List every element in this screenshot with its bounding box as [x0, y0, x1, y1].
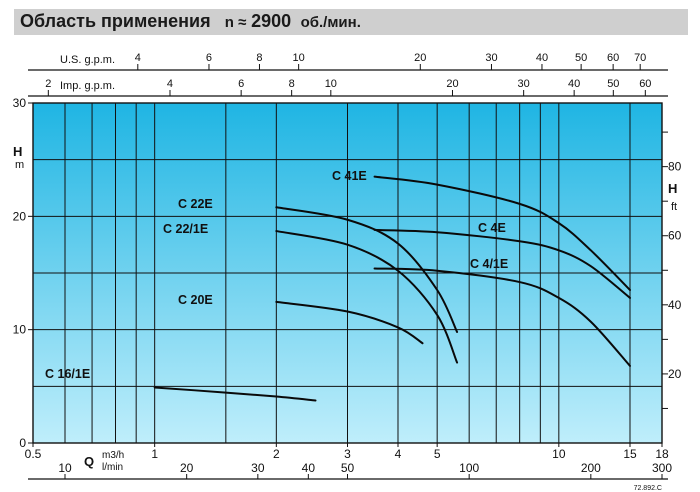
top-axes: U.S. g.p.m. 4 6 8 10 20 30 40 50 60 70 Imp. g.p.m. 2… [28, 52, 668, 97]
curve-c-16-1e [153, 386, 317, 402]
x-m3h-tick-label: 10 [552, 447, 566, 461]
y-ft-tick-label: 20 [668, 367, 682, 381]
top-axis-tick-label: 40 [536, 52, 548, 64]
y-ft-tick-label: 80 [668, 160, 682, 174]
curve-c-22-1e [275, 230, 459, 364]
top-axis-tick-label: 4 [167, 78, 173, 90]
top-axis-tick-label: 4 [135, 52, 141, 64]
top-axis-tick-label: 8 [256, 52, 262, 64]
figure-code: 72.892.C [634, 485, 662, 492]
curve-c-20e [275, 300, 424, 345]
curve-label: C 4/1E [470, 257, 508, 271]
grid [32, 102, 663, 444]
top-axis-tick-label: 60 [607, 52, 619, 64]
x-lmin-tick-label: 30 [251, 461, 265, 475]
chart-title: Область применения [20, 11, 211, 31]
x-lmin-tick-label: 20 [180, 461, 194, 475]
x-lmin-tick-label: 300 [652, 461, 672, 475]
top-axis-tick-label: 60 [639, 78, 651, 90]
x-m3h-tick-label: 4 [395, 447, 402, 461]
axes: 0 10 20 30 Hm 20 40 60 80 Hft 0.5 1 2 3 4 5 10 15 18 Q m3/hl… [13, 96, 682, 492]
speed-unit: об./мин. [300, 14, 361, 31]
y-ft-tick-label: 40 [668, 298, 682, 312]
top-axis-tick-label: 8 [289, 78, 295, 90]
curve-labels: C 16/1E C 20E C 22/1E C 22E C 41E C 4E C 4/1E [45, 169, 508, 381]
top-axis-tick-label: 70 [634, 52, 646, 64]
top-axis-tick-label: 30 [518, 78, 530, 90]
y-m-tick-label: 0 [19, 436, 26, 450]
x-lmin-label: l/min [102, 462, 123, 473]
x-m3h-tick-label: 2 [273, 447, 280, 461]
x-m3h-tick-label: 5 [434, 447, 441, 461]
y-ft-tick-label: 60 [668, 229, 682, 243]
curve-c-4e [373, 228, 631, 299]
x-m3h-tick-label: 0.5 [25, 447, 42, 461]
chart-header-bar: Область применения n ≈ 2900 об./мин. [14, 9, 688, 35]
top-axis-tick-label: 20 [446, 78, 458, 90]
y-m-label: H [13, 144, 22, 159]
y-m-tick-label: 10 [13, 323, 27, 337]
y-ft-label: H [668, 181, 677, 196]
top-axis-tick-label: 20 [414, 52, 426, 64]
x-lmin-tick-label: 200 [581, 461, 601, 475]
top-axis-tick-label: 6 [238, 78, 244, 90]
curve-label: C 41E [332, 169, 367, 183]
speed-prefix: n ≈ [224, 14, 247, 31]
top-axis-tick-label: 50 [575, 52, 587, 64]
x-lmin-tick-label: 40 [302, 461, 316, 475]
x-m3h-tick-label: 1 [151, 447, 158, 461]
x-lmin-tick-label: 100 [459, 461, 479, 475]
x-m3h-label: m3/h [102, 450, 124, 461]
top-axis-label-1: Imp. g.p.m. [60, 80, 115, 92]
x-m3h-tick-label: 15 [623, 447, 637, 461]
top-axis-tick-label: 2 [45, 78, 51, 90]
y-m-tick-label: 20 [13, 209, 27, 223]
curve-c-22e [275, 206, 459, 333]
curve-label: C 4E [478, 221, 506, 235]
chart-header: Область применения n ≈ 2900 об./мин. [20, 11, 361, 32]
x-m3h-tick-label: 3 [344, 447, 351, 461]
top-axis-tick-label: 6 [206, 52, 212, 64]
top-axis-tick-label: 40 [568, 78, 580, 90]
y-ft-unit: ft [671, 201, 677, 213]
top-axis-tick-label: 10 [293, 52, 305, 64]
y-m-tick-label: 30 [13, 96, 27, 110]
speed-value: 2900 [251, 11, 292, 31]
x-lmin-tick-label: 10 [58, 461, 72, 475]
curve-c-41e [373, 175, 631, 291]
top-axis-tick-label: 50 [607, 78, 619, 90]
y-m-unit: m [15, 159, 24, 171]
curves [153, 175, 631, 402]
top-axis-tick-label: 30 [485, 52, 497, 64]
curve-label: C 20E [178, 293, 213, 307]
curve-label: C 22/1E [163, 222, 208, 236]
curve-c-4-1e [373, 267, 631, 367]
top-axis-label-0: U.S. g.p.m. [60, 54, 115, 66]
x-lmin-tick-label: 50 [341, 461, 355, 475]
x-m3h-tick-label: 18 [655, 447, 669, 461]
curve-label: C 22E [178, 197, 213, 211]
top-axis-tick-label: 10 [325, 78, 337, 90]
curve-label: C 16/1E [45, 367, 90, 381]
x-symbol: Q [84, 454, 94, 469]
